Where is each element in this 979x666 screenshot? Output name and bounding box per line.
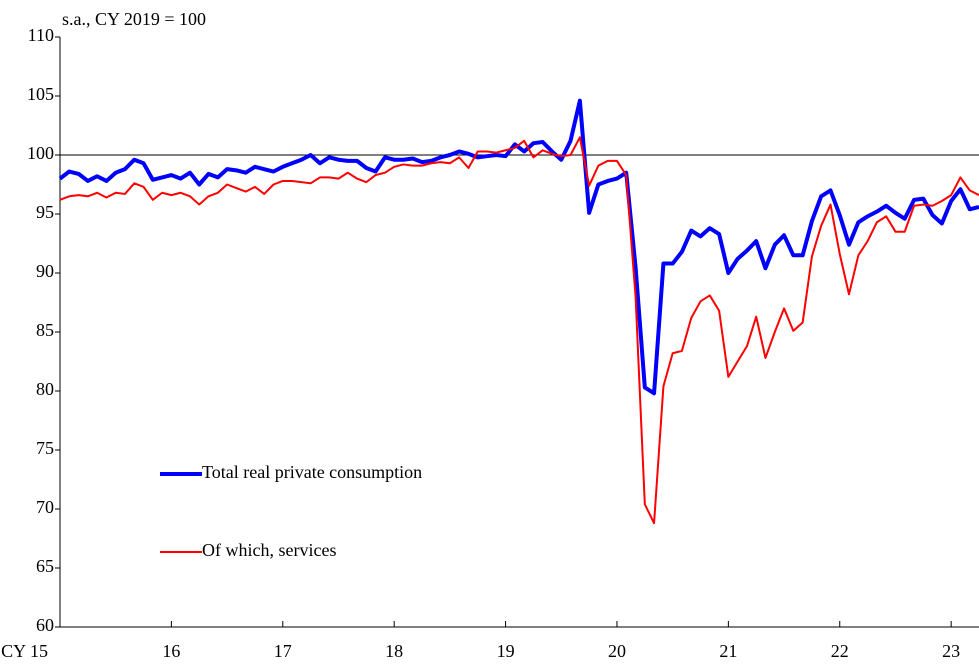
y-tick-label: 100: [27, 143, 54, 163]
legend-label: Of which, services: [202, 540, 336, 560]
x-tick-label: 23: [942, 641, 960, 661]
x-tick-label: CY 15: [1, 641, 48, 661]
x-tick-label: 20: [608, 641, 626, 661]
y-tick-label: 65: [36, 556, 54, 576]
series-line: [59, 136, 979, 525]
y-tick-label: 60: [36, 615, 54, 635]
y-tick-label: 95: [36, 202, 54, 222]
y-tick-label: 75: [36, 438, 54, 458]
y-axis-title: s.a., CY 2019 = 100: [62, 9, 206, 29]
y-tick-label: 80: [36, 379, 54, 399]
x-tick-label: 16: [162, 641, 180, 661]
x-tick-label: 17: [274, 641, 292, 661]
y-tick-label: 70: [36, 497, 54, 517]
series-line: [58, 98, 979, 396]
y-tick-label: 105: [27, 84, 54, 104]
y-tick-label: 85: [36, 320, 54, 340]
x-tick-label: 19: [497, 641, 515, 661]
y-tick-label: 110: [28, 25, 54, 45]
y-tick-label: 90: [36, 261, 54, 281]
x-tick-label: 22: [831, 641, 849, 661]
x-tick-label: 18: [385, 641, 403, 661]
legend-label: Total real private consumption: [202, 462, 422, 482]
x-tick-label: 21: [719, 641, 737, 661]
